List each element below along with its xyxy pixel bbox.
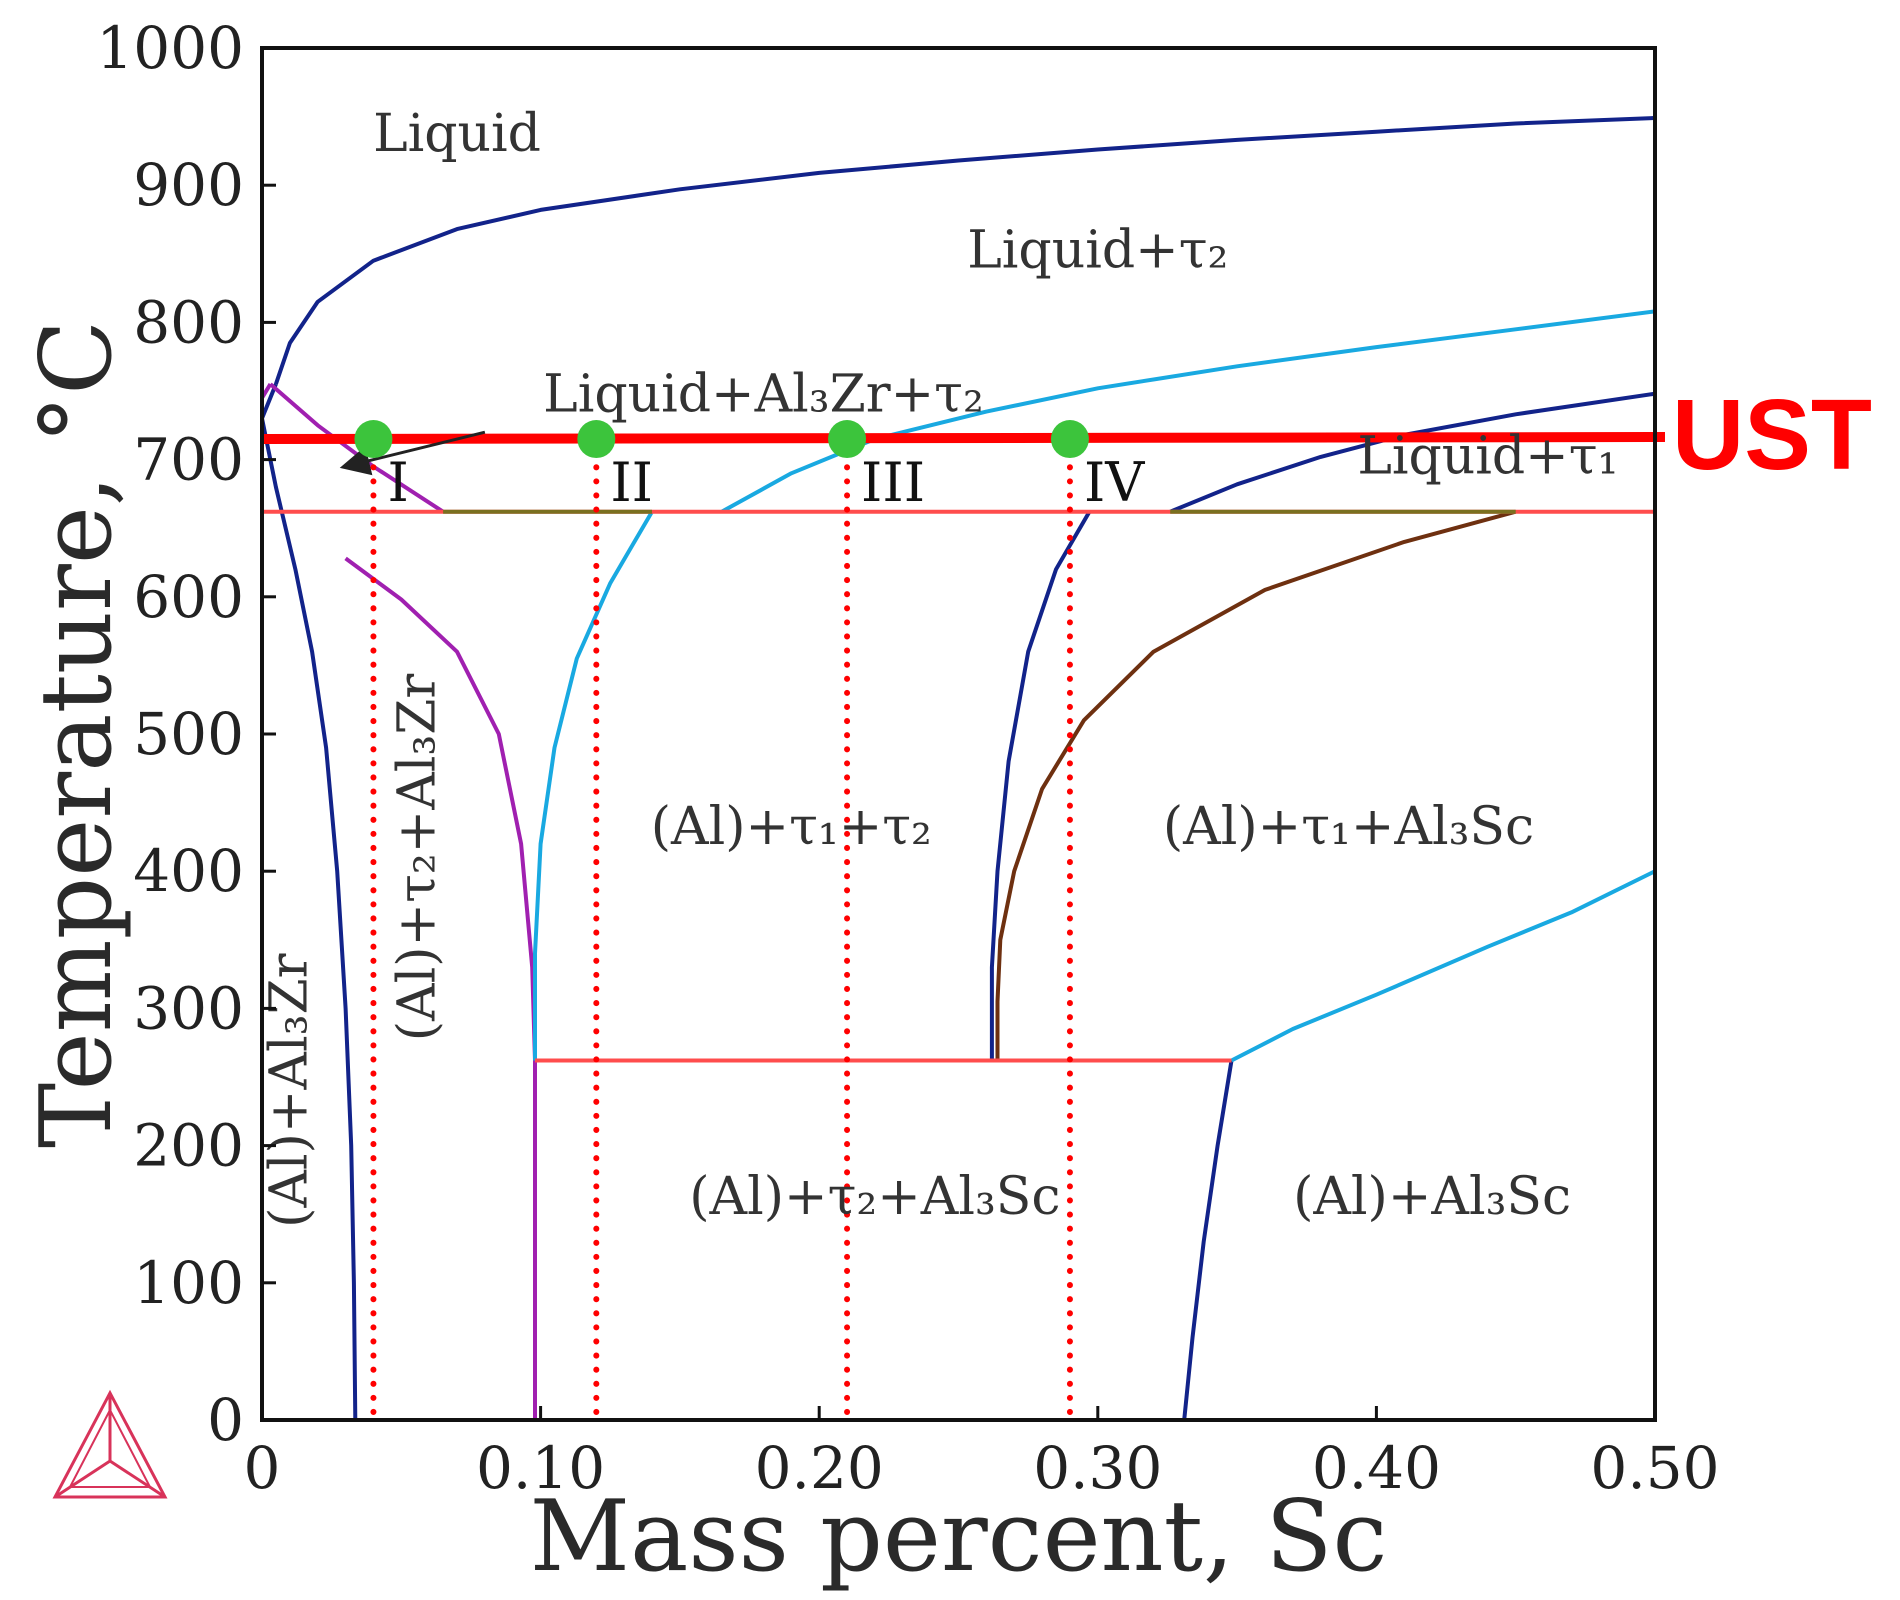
region-label-3: Liquid+τ₁ [1357,426,1618,486]
phase-boundary-5 [720,309,1656,514]
thermo-calc-logo [52,1389,168,1499]
x-axis-label: Mass percent, Sc [530,1480,1388,1594]
phase-boundary-0 [274,116,1656,385]
ust-line [261,432,1666,445]
y-tick-label: 600 [133,563,244,631]
x-tick-label: 0.30 [1033,1434,1162,1502]
alloy-label-II: II [610,451,653,514]
phase-boundary-6 [533,510,654,1061]
region-label-2: Liquid+Al₃Zr+τ₂ [543,365,984,425]
y-tick-label: 100 [133,1249,244,1317]
alloy-point-I [354,420,393,459]
region-label-1: Liquid+τ₂ [967,221,1228,281]
alloy-point-II [577,420,616,459]
region-label-0: Liquid [373,104,541,164]
y-tick-label: 400 [133,837,244,905]
y-tick-label: 500 [133,700,244,768]
y-tick-label: 800 [133,288,244,356]
alloy-label-I: I [387,451,408,514]
phase-boundaries [260,116,1656,1421]
y-axis-label: Temperature, °C [20,320,134,1148]
axes: 0 100 200 300 400 500 600 700 800 900 1000 0 0.10 0.2… [20,14,1720,1594]
region-label-5: (Al)+τ₁+Al₃Sc [1163,797,1534,857]
x-tick-label: 0.20 [755,1434,884,1502]
x-tick-label: 0.50 [1590,1434,1719,1502]
y-tick-label: 300 [133,974,244,1042]
y-tick-label: 900 [133,151,244,219]
x-tick-label: 0.10 [476,1434,605,1502]
alloy-label-III: III [861,451,925,514]
alloy-point-IV [1050,420,1089,459]
region-labels: Liquid Liquid+τ₂ Liquid+Al₃Zr+τ₂ Liquid+τ₁ (… [260,104,1619,1228]
y-tick-label: 0 [207,1386,244,1454]
phase-boundary-11 [1230,869,1656,1063]
phase-boundary-9 [995,509,1517,1061]
alloy-point-III [828,420,867,459]
phase-boundary-8 [989,510,1092,1061]
vertical-region-label-0: (Al)+Al₃Zr [260,953,320,1227]
phase-boundary-10 [1182,1060,1234,1421]
y-tick-label: 700 [133,426,244,494]
phase-boundary-2 [269,382,445,514]
region-label-4: (Al)+τ₁+τ₂ [651,797,932,857]
region-label-7: (Al)+Al₃Sc [1293,1167,1571,1227]
vertical-region-label-1: (Al)+τ₂+Al₃Zr [388,674,448,1042]
region-label-6: (Al)+τ₂+Al₃Sc [689,1167,1060,1227]
x-tick-label: 0 [244,1434,281,1502]
alloy-label-IV: IV [1084,451,1145,514]
phase-boundary-1 [260,383,358,1421]
y-tick-label: 1000 [96,14,244,82]
arrow [339,430,486,476]
y-tick-label: 200 [133,1112,244,1180]
ust-label: UST [1672,379,1872,491]
phase-boundary-7 [1169,391,1656,514]
x-tick-label: 0.40 [1312,1434,1441,1502]
